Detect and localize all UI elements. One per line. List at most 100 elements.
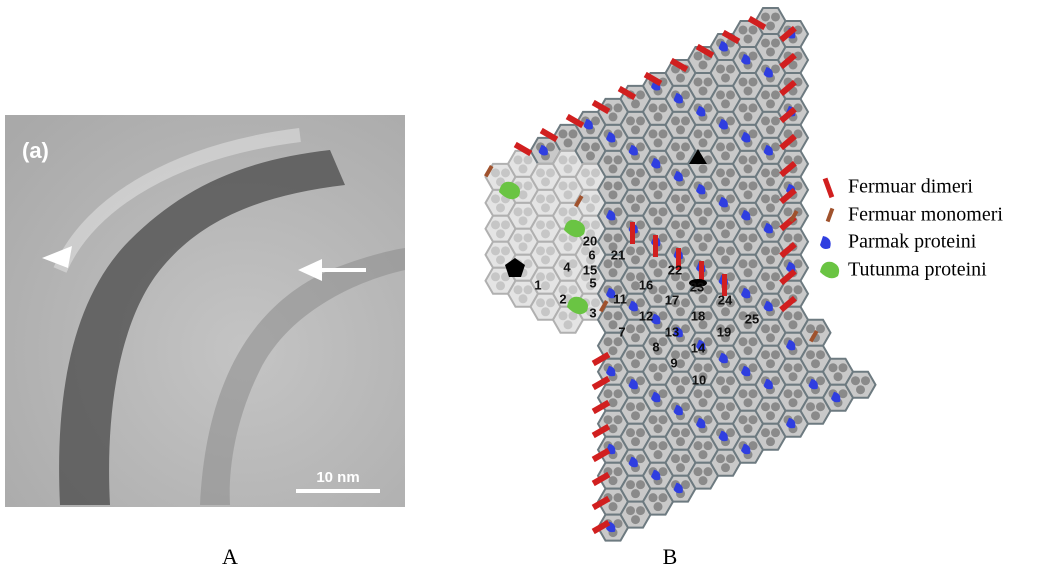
- hex-number: 8: [652, 339, 659, 354]
- hex-dot: [614, 103, 623, 112]
- legend-label: Tutunma proteini: [848, 259, 987, 281]
- hex-dot: [659, 259, 668, 268]
- hex-dot: [749, 77, 758, 86]
- hex-dot: [721, 99, 730, 108]
- hex-dot: [559, 233, 568, 242]
- hex-dot: [761, 428, 770, 437]
- hex-dot: [771, 350, 780, 359]
- hex-dot: [636, 402, 645, 411]
- hex-dot: [536, 220, 545, 229]
- hex-dot: [726, 168, 735, 177]
- hex-dot: [766, 47, 775, 56]
- hex-dot: [716, 142, 725, 151]
- hex-dot: [716, 64, 725, 73]
- hex-dot: [681, 194, 690, 203]
- hex-dot: [739, 181, 748, 190]
- hex-dot: [784, 233, 793, 242]
- hex-dot: [739, 77, 748, 86]
- hex-dot: [766, 281, 775, 290]
- hex-dot: [761, 324, 770, 333]
- hex-dot: [501, 168, 510, 177]
- hex-dot: [761, 402, 770, 411]
- hex-dot: [546, 220, 555, 229]
- hex-dot: [739, 25, 748, 34]
- hex-dot: [761, 246, 770, 255]
- hex-dot: [694, 77, 703, 86]
- hex-dot: [569, 155, 578, 164]
- hex-dot: [671, 220, 680, 229]
- hex-dot: [524, 155, 533, 164]
- hex-number: 10: [692, 372, 706, 387]
- hex-dot: [766, 411, 775, 420]
- hex-dot: [749, 389, 758, 398]
- hex-dot: [766, 437, 775, 446]
- hex-dot: [496, 281, 505, 290]
- legend-icon-anchor: [820, 262, 839, 279]
- hex-dot: [784, 207, 793, 216]
- hex-dot: [721, 463, 730, 472]
- legend-icon-monomer: [826, 208, 835, 223]
- hex-dot: [794, 311, 803, 320]
- hex-dot: [496, 229, 505, 238]
- hex-dot: [694, 389, 703, 398]
- hex-dot: [626, 116, 635, 125]
- hex-dot: [671, 194, 680, 203]
- legend-label: Fermuar monomeri: [848, 204, 1003, 226]
- hex-dot: [631, 437, 640, 446]
- hex-dot: [569, 181, 578, 190]
- hex-dot: [771, 246, 780, 255]
- hex-dot: [744, 424, 753, 433]
- hex-dot: [676, 437, 685, 446]
- hex-dot: [631, 99, 640, 108]
- hex-dot: [749, 25, 758, 34]
- hex-dot: [861, 376, 870, 385]
- legend-icon-dimer: [823, 178, 835, 199]
- hex-dot: [694, 363, 703, 372]
- panel-b: 1234567891011121314151617181920212223242…: [484, 8, 1003, 541]
- hex-dot: [649, 441, 658, 450]
- hex-dot: [626, 480, 635, 489]
- hex-dot: [626, 324, 635, 333]
- hex-dot: [716, 402, 725, 411]
- hex-number: 6: [588, 247, 595, 262]
- hex-dot: [671, 454, 680, 463]
- hex-dot: [681, 454, 690, 463]
- hex-dot: [524, 233, 533, 242]
- hex-dot: [631, 203, 640, 212]
- hex-dot: [704, 441, 713, 450]
- hex-number: 4: [563, 259, 571, 274]
- hex-dot: [749, 233, 758, 242]
- hex-dot: [694, 441, 703, 450]
- hex-dot: [681, 142, 690, 151]
- hex-dot: [766, 177, 775, 186]
- hex-dot: [636, 168, 645, 177]
- hex-dot: [676, 307, 685, 316]
- hex-dot: [766, 21, 775, 30]
- hex-dot: [491, 168, 500, 177]
- hex-dot: [716, 376, 725, 385]
- hex-dot: [649, 129, 658, 138]
- hex-dot: [636, 428, 645, 437]
- hex-dot: [771, 324, 780, 333]
- hex-dot: [676, 281, 685, 290]
- hex-dot: [694, 467, 703, 476]
- hex-dot: [694, 129, 703, 138]
- hex-dot: [659, 363, 668, 372]
- hex-dot: [626, 194, 635, 203]
- hex-dot: [749, 181, 758, 190]
- hex-dot: [704, 129, 713, 138]
- hex-dot: [726, 142, 735, 151]
- zipper-dimer: [630, 222, 635, 244]
- hex-dot: [744, 242, 753, 251]
- hex-dot: [614, 493, 623, 502]
- hex-dot: [649, 181, 658, 190]
- hex-dot: [491, 220, 500, 229]
- hex-dot: [626, 246, 635, 255]
- hex-dot: [789, 398, 798, 407]
- hex-dot: [524, 207, 533, 216]
- hex-dot: [784, 389, 793, 398]
- hex-dot: [671, 376, 680, 385]
- hex-dot: [659, 441, 668, 450]
- hex-dot: [524, 181, 533, 190]
- hex-dot: [676, 229, 685, 238]
